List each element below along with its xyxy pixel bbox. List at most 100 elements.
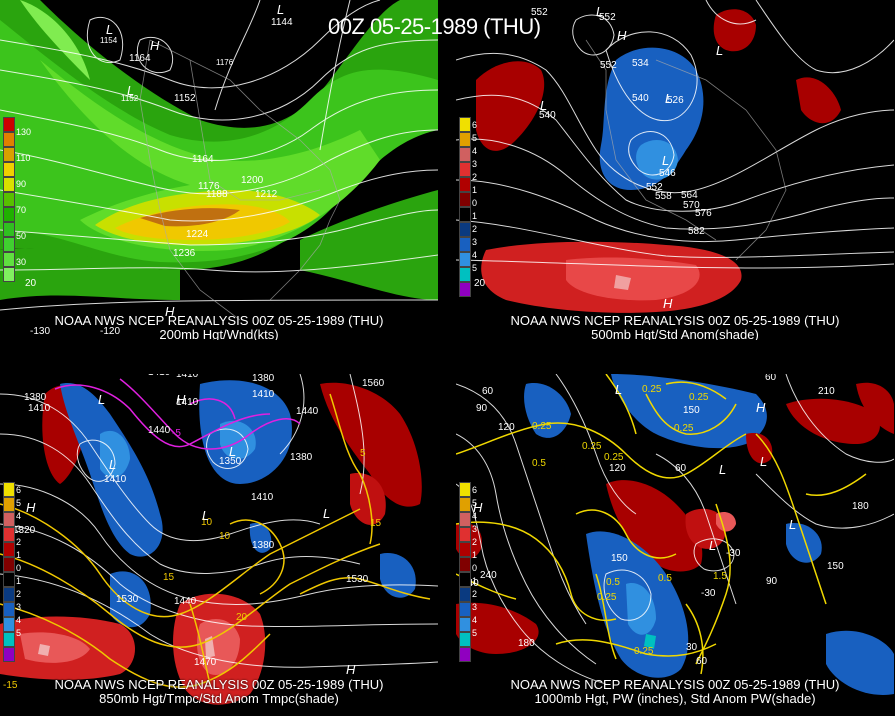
color-legend: [3, 482, 15, 662]
svg-text:0.25: 0.25: [532, 421, 552, 432]
lon-label: -130: [30, 326, 50, 337]
svg-text:H: H: [473, 500, 483, 515]
svg-text:1188: 1188: [206, 189, 228, 200]
svg-text:L: L: [665, 91, 672, 106]
svg-text:60: 60: [696, 656, 708, 667]
svg-text:1440: 1440: [296, 406, 319, 417]
panel-caption: NOAA NWS NCEP REANALYSIS 00Z 05-25-1989 …: [0, 678, 438, 706]
lon-label: -120: [100, 326, 120, 337]
svg-text:L: L: [323, 506, 330, 521]
svg-text:-30: -30: [701, 588, 716, 599]
color-legend: [459, 482, 471, 662]
svg-text:1380: 1380: [24, 392, 47, 403]
panel-200mb: 1164 1152 1164 1176 1188 1200 1212 1224 1236…: [0, 0, 438, 340]
svg-text:1410: 1410: [148, 374, 171, 378]
contour-label: 552: [599, 12, 616, 23]
svg-text:10: 10: [219, 531, 231, 542]
svg-text:10: 10: [201, 517, 213, 528]
lat-label: 20: [25, 278, 37, 289]
svg-text:L: L: [615, 382, 622, 397]
svg-text:1440: 1440: [148, 425, 171, 436]
svg-text:1410: 1410: [104, 474, 127, 485]
svg-text:1380: 1380: [252, 374, 275, 384]
svg-text:1410: 1410: [176, 397, 199, 408]
svg-text:534: 534: [632, 58, 649, 69]
svg-text:1320: 1320: [13, 525, 36, 536]
svg-text:L: L: [716, 43, 723, 58]
svg-text:1164: 1164: [192, 154, 214, 165]
color-legend: [3, 117, 15, 282]
svg-text:1560: 1560: [362, 378, 385, 389]
svg-text:0.25: 0.25: [582, 441, 602, 452]
panel-caption: NOAA NWS NCEP REANALYSIS 00Z 05-25-1989 …: [456, 678, 894, 706]
svg-text:210: 210: [818, 386, 835, 397]
svg-text:0.5: 0.5: [658, 573, 672, 584]
svg-text:150: 150: [683, 405, 700, 416]
panel-500mb: 552 552 534 540 540 526 546 552 558 564 570 …: [456, 0, 894, 340]
svg-text:558: 558: [655, 191, 672, 202]
svg-text:1236: 1236: [173, 248, 196, 259]
svg-text:1440: 1440: [174, 596, 197, 607]
svg-text:L: L: [98, 392, 105, 407]
svg-text:15: 15: [370, 518, 382, 529]
svg-text:582: 582: [688, 226, 705, 237]
svg-text:L: L: [709, 538, 716, 553]
svg-text:1212: 1212: [255, 189, 278, 200]
caption-source: NOAA NWS NCEP REANALYSIS 00Z 05-25-1989 …: [54, 677, 384, 692]
svg-text:1410: 1410: [251, 492, 274, 503]
caption-field: 850mb Hgt/Tmpc/Std Anom Tmpc(shade): [99, 691, 339, 706]
svg-text:L: L: [789, 517, 796, 532]
svg-text:1470: 1470: [194, 657, 217, 668]
svg-text:240: 240: [480, 570, 497, 581]
caption-field: 500mb Hgt/Std Anom(shade): [591, 327, 759, 341]
svg-text:1530: 1530: [346, 574, 369, 585]
svg-text:526: 526: [667, 95, 684, 106]
svg-text:180: 180: [852, 501, 869, 512]
svg-text:60: 60: [482, 386, 494, 397]
svg-text:150: 150: [611, 553, 628, 564]
svg-text:H: H: [165, 304, 175, 319]
svg-text:1380: 1380: [290, 452, 313, 463]
svg-text:0.25: 0.25: [642, 384, 662, 395]
svg-text:H: H: [176, 392, 186, 407]
svg-text:L: L: [760, 454, 767, 469]
map-200mb: 1164 1152 1164 1176 1188 1200 1212 1224 1236…: [0, 0, 438, 340]
map-850mb: 1380 1410 1410 1440 1410 1380 1410 1440 1380…: [0, 374, 438, 716]
svg-text:-15: -15: [3, 680, 18, 691]
caption-source: NOAA NWS NCEP REANALYSIS 00Z 05-25-1989 …: [54, 313, 384, 328]
svg-text:120: 120: [609, 463, 626, 474]
svg-text:540: 540: [632, 93, 649, 104]
svg-text:L: L: [202, 508, 209, 523]
svg-text:L: L: [109, 457, 116, 472]
caption-source: NOAA NWS NCEP REANALYSIS 00Z 05-25-1989 …: [510, 313, 840, 328]
svg-text:1.5: 1.5: [713, 571, 727, 582]
svg-text:150: 150: [827, 561, 844, 572]
svg-text:1350: 1350: [219, 456, 242, 467]
svg-text:570: 570: [683, 200, 700, 211]
svg-text:H: H: [346, 662, 356, 677]
panel-caption: NOAA NWS NCEP REANALYSIS 00Z 05-25-1989 …: [0, 313, 438, 341]
svg-text:30: 30: [686, 642, 698, 653]
svg-text:L: L: [719, 462, 726, 477]
svg-text:1410: 1410: [252, 389, 275, 400]
svg-text:L: L: [229, 444, 236, 459]
caption-source: NOAA NWS NCEP REANALYSIS 00Z 05-25-1989 …: [510, 677, 840, 692]
svg-text:H: H: [617, 28, 627, 43]
panel-1000mb: 60 90 120 150 60 210 180 150 240 180 150 60 12…: [456, 374, 894, 716]
svg-text:L: L: [127, 83, 134, 98]
svg-text:5: 5: [360, 448, 366, 459]
svg-text:0.25: 0.25: [689, 392, 709, 403]
svg-text:1530: 1530: [116, 594, 139, 605]
svg-text:1176: 1176: [216, 58, 234, 67]
svg-text:L: L: [277, 2, 284, 17]
caption-field: 200mb Hgt/Wnd(kts): [159, 327, 279, 341]
svg-text:1152: 1152: [121, 94, 139, 103]
svg-text:120: 120: [498, 422, 515, 433]
svg-text:H: H: [150, 38, 160, 53]
svg-text:0.5: 0.5: [532, 458, 546, 469]
svg-text:-30: -30: [726, 548, 741, 559]
svg-text:552: 552: [600, 60, 617, 71]
